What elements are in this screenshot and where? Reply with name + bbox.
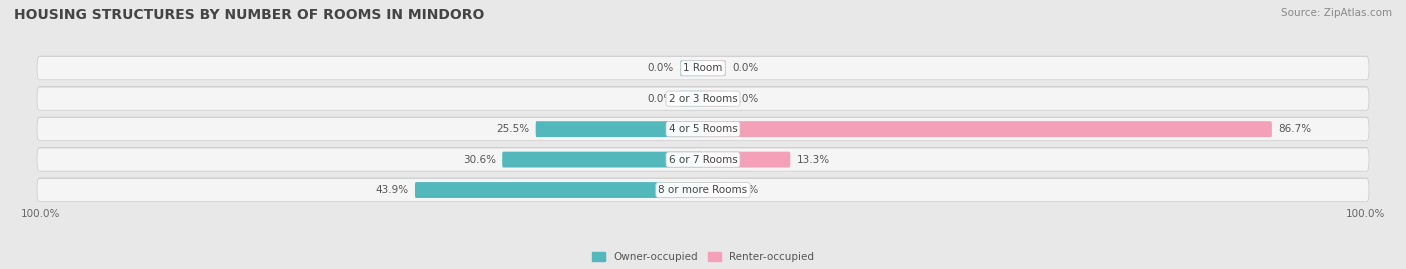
FancyBboxPatch shape <box>37 86 1369 109</box>
Text: 4 or 5 Rooms: 4 or 5 Rooms <box>669 124 737 134</box>
FancyBboxPatch shape <box>536 121 703 137</box>
FancyBboxPatch shape <box>37 178 1369 201</box>
FancyBboxPatch shape <box>37 178 1369 201</box>
Text: 8 or more Rooms: 8 or more Rooms <box>658 185 748 195</box>
FancyBboxPatch shape <box>37 118 1369 141</box>
Text: 13.3%: 13.3% <box>797 155 830 165</box>
Text: HOUSING STRUCTURES BY NUMBER OF ROOMS IN MINDORO: HOUSING STRUCTURES BY NUMBER OF ROOMS IN… <box>14 8 485 22</box>
Text: 2 or 3 Rooms: 2 or 3 Rooms <box>669 94 737 104</box>
FancyBboxPatch shape <box>37 148 1369 171</box>
FancyBboxPatch shape <box>703 60 725 76</box>
FancyBboxPatch shape <box>415 182 703 198</box>
FancyBboxPatch shape <box>703 152 790 168</box>
Text: 1 Room: 1 Room <box>683 63 723 73</box>
FancyBboxPatch shape <box>37 147 1369 170</box>
Text: 100.0%: 100.0% <box>21 209 60 219</box>
FancyBboxPatch shape <box>37 57 1369 80</box>
FancyBboxPatch shape <box>703 121 1272 137</box>
Text: 25.5%: 25.5% <box>496 124 529 134</box>
Text: 0.0%: 0.0% <box>647 94 673 104</box>
FancyBboxPatch shape <box>681 91 703 107</box>
Text: 0.0%: 0.0% <box>647 63 673 73</box>
Text: 6 or 7 Rooms: 6 or 7 Rooms <box>669 155 737 165</box>
Text: Source: ZipAtlas.com: Source: ZipAtlas.com <box>1281 8 1392 18</box>
FancyBboxPatch shape <box>37 117 1369 140</box>
FancyBboxPatch shape <box>703 91 725 107</box>
FancyBboxPatch shape <box>703 182 725 198</box>
FancyBboxPatch shape <box>37 56 1369 79</box>
FancyBboxPatch shape <box>681 60 703 76</box>
Text: 43.9%: 43.9% <box>375 185 408 195</box>
FancyBboxPatch shape <box>37 87 1369 110</box>
Text: 30.6%: 30.6% <box>463 155 496 165</box>
Text: 0.0%: 0.0% <box>733 63 759 73</box>
Text: 0.0%: 0.0% <box>733 94 759 104</box>
Legend: Owner-occupied, Renter-occupied: Owner-occupied, Renter-occupied <box>588 247 818 266</box>
FancyBboxPatch shape <box>502 152 703 168</box>
Text: 86.7%: 86.7% <box>1278 124 1312 134</box>
Text: 100.0%: 100.0% <box>1346 209 1385 219</box>
Text: 0.0%: 0.0% <box>733 185 759 195</box>
